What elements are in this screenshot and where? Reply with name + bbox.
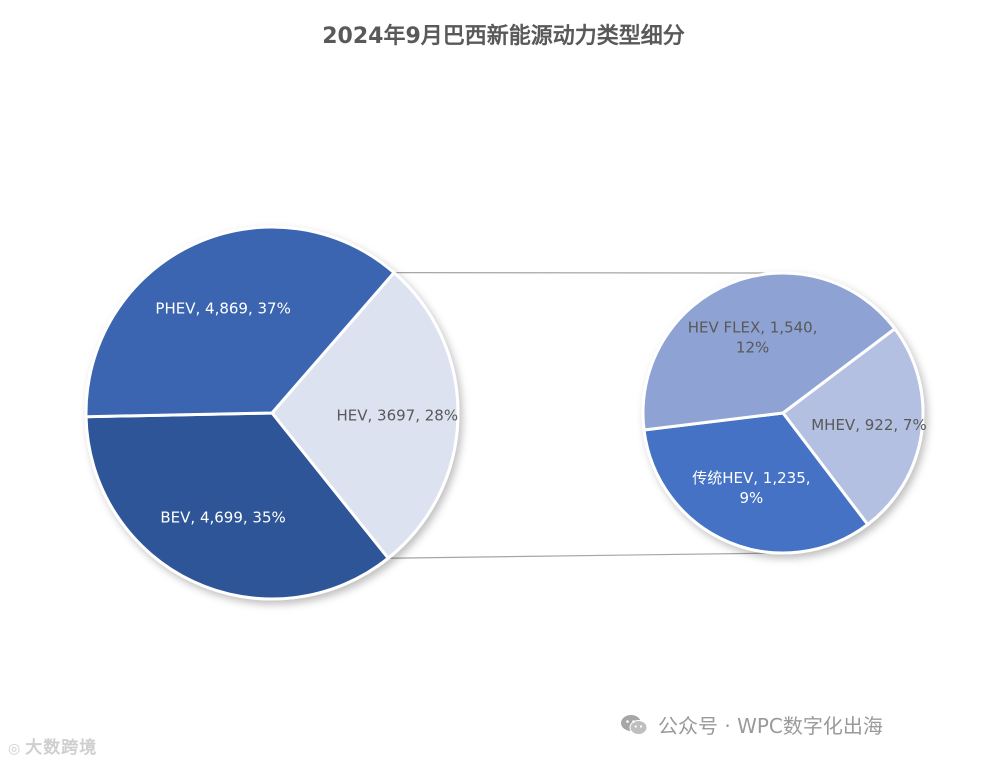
secondary-label-hev-flex: HEV FLEX, 1,540, 12% xyxy=(688,319,818,357)
main-pie-labels: HEV, 3697, 28% BEV, 4,699, 35% PHEV, 4,869… xyxy=(155,300,458,527)
secondary-slice-传统hev xyxy=(642,411,870,555)
wechat-account-text: 公众号 · WPC数字化出海 xyxy=(658,714,883,738)
circle-logo-icon: ◎ xyxy=(8,741,22,757)
wechat-icon xyxy=(620,714,648,736)
secondary-label-mhev: MHEV, 922, 7% xyxy=(811,416,926,434)
main-slice-bev xyxy=(84,411,391,601)
secondary-pie xyxy=(641,271,925,555)
secondary-slice-hev-flex xyxy=(641,271,897,432)
secondary-pie-labels: MHEV, 922, 7% 传统HEV, 1,235, 9% HEV FLEX, 1,… xyxy=(688,319,927,507)
chart-title: 2024年9月巴西新能源动力类型细分 xyxy=(322,24,685,49)
connector-line-bottom xyxy=(388,552,784,559)
watermark-logo: ◎ 大数跨境 xyxy=(8,733,97,758)
secondary-slice-mhev xyxy=(780,326,925,527)
main-label-bev: BEV, 4,699, 35% xyxy=(160,508,285,526)
main-pie xyxy=(84,225,460,601)
main-slice-hev xyxy=(270,270,460,561)
secondary-label-传统hev: 传统HEV, 1,235, 9% xyxy=(692,469,810,507)
main-label-phev: PHEV, 4,869, 37% xyxy=(155,300,290,318)
main-label-hev: HEV, 3697, 28% xyxy=(336,406,458,424)
main-slice-phev xyxy=(84,225,397,419)
watermark-logo-text: 大数跨境 xyxy=(25,738,98,758)
wechat-account-watermark: 公众号 · WPC数字化出海 xyxy=(620,710,883,739)
